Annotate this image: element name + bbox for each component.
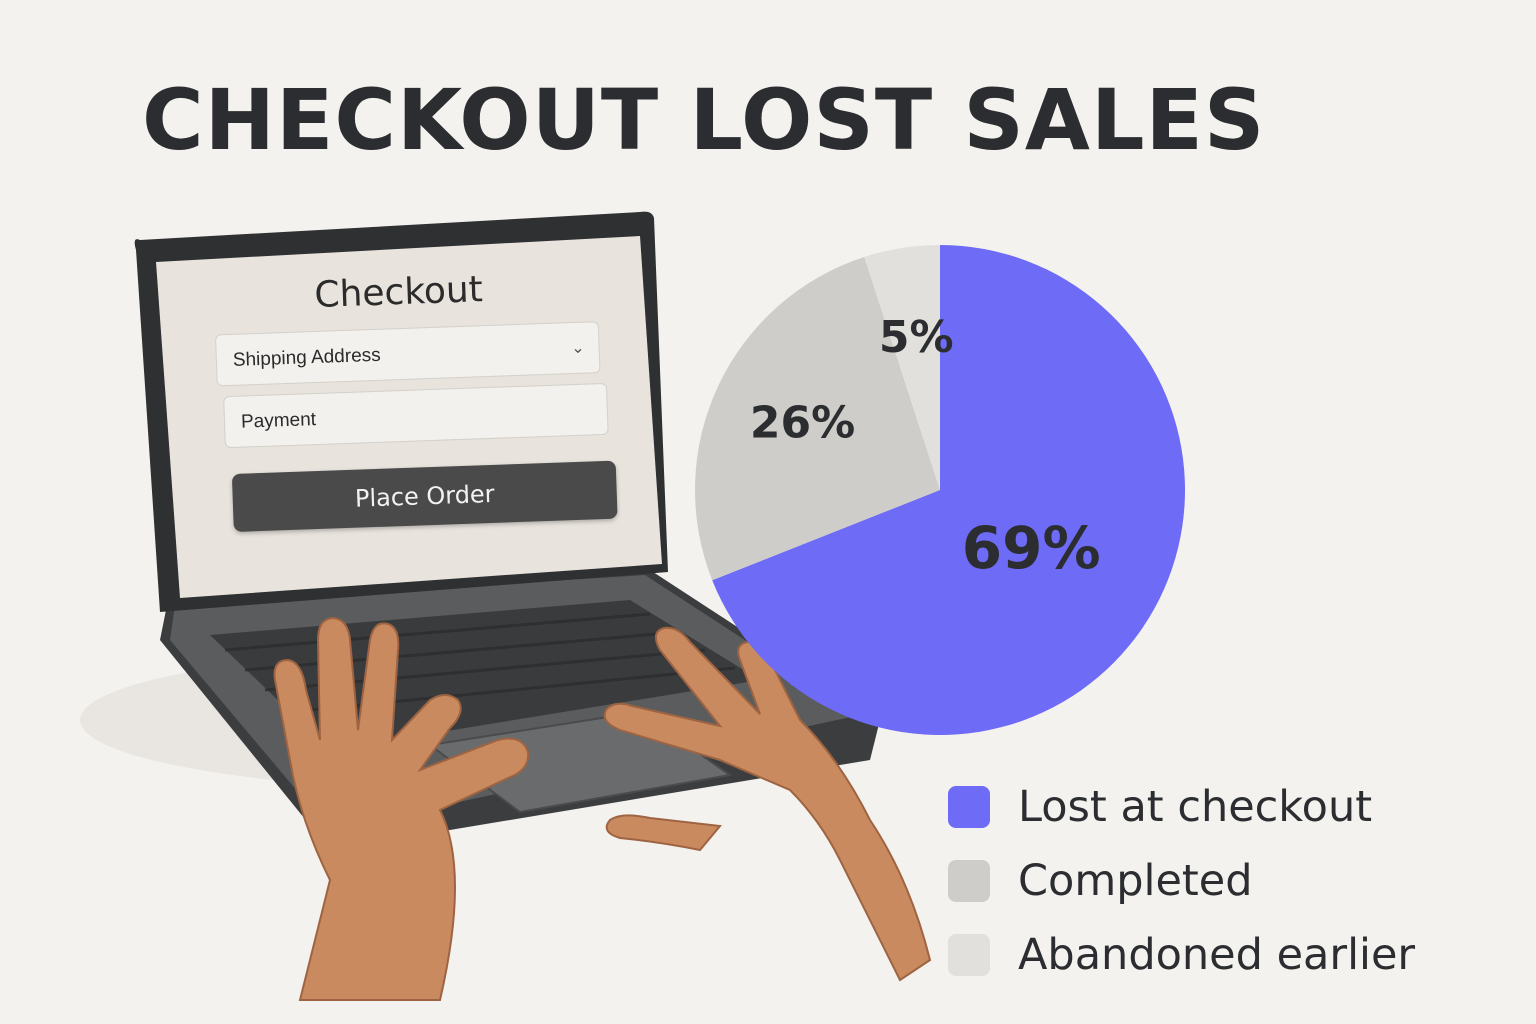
- legend-swatch-lost: [948, 786, 990, 828]
- legend-swatch-abandoned: [948, 934, 990, 976]
- pie-slice-lost: [712, 245, 1185, 735]
- legend-item-completed: Completed: [948, 844, 1415, 918]
- pie-label-abandoned: 5%: [879, 312, 954, 363]
- pie-label-lost: 69%: [962, 514, 1101, 582]
- legend-swatch-completed: [948, 860, 990, 902]
- legend-label-completed: Completed: [1018, 856, 1253, 906]
- pie-label-completed: 26%: [750, 397, 855, 448]
- pie-slice-abandoned: [864, 245, 940, 490]
- legend-label-lost: Lost at checkout: [1018, 782, 1373, 832]
- legend-label-abandoned: Abandoned earlier: [1018, 930, 1416, 980]
- page-title: CHECKOUT LOST SALES: [142, 71, 1266, 169]
- right-hand: [603, 626, 932, 982]
- pie-slice-completed: [695, 256, 940, 581]
- legend-item-lost: Lost at checkout: [948, 770, 1415, 844]
- legend-item-abandoned: Abandoned earlier: [948, 918, 1415, 992]
- chart-legend: Lost at checkout Completed Abandoned ear…: [948, 770, 1415, 992]
- left-hand: [273, 616, 530, 1001]
